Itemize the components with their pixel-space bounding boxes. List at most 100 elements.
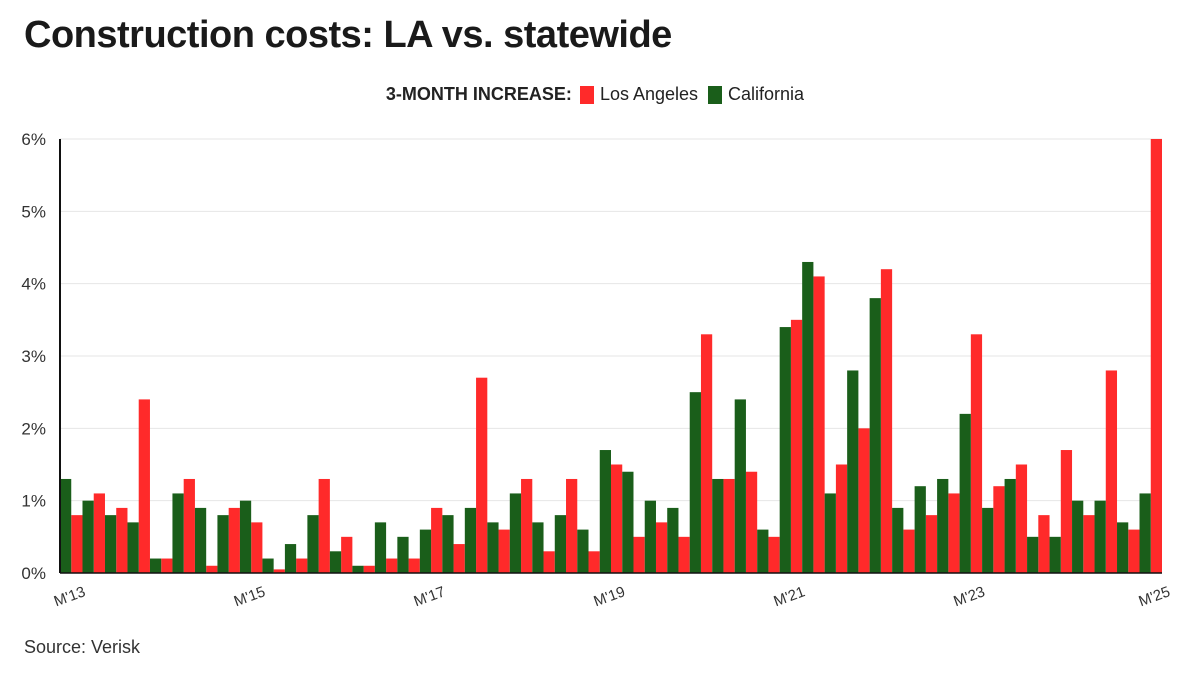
bar-california <box>1094 500 1106 573</box>
bar-los-angeles <box>1105 370 1118 573</box>
y-tick-label: 0% <box>21 564 46 583</box>
bar-los-angeles <box>678 536 690 573</box>
bar-los-angeles <box>161 558 173 573</box>
bar-los-angeles <box>183 478 195 573</box>
bar-los-angeles <box>408 558 420 573</box>
bar-los-angeles <box>296 558 308 573</box>
y-tick-label: 5% <box>21 202 46 221</box>
bar-california <box>1027 536 1039 573</box>
bar-los-angeles <box>790 319 803 573</box>
bar-california <box>869 298 881 573</box>
bar-los-angeles <box>138 399 150 573</box>
bar-los-angeles <box>1150 139 1162 573</box>
bar-los-angeles <box>903 529 915 573</box>
bar-los-angeles <box>700 334 713 573</box>
legend-item-california: California <box>708 84 804 105</box>
x-tick-label: M'15 <box>232 583 268 610</box>
chart-title: Construction costs: LA vs. statewide <box>24 14 672 56</box>
bar-california <box>509 493 522 573</box>
bar-california <box>712 478 724 573</box>
bar-los-angeles <box>588 551 600 573</box>
bar-los-angeles <box>858 428 870 573</box>
bar-los-angeles <box>655 522 668 573</box>
bar-california <box>644 500 656 573</box>
bar-california <box>329 551 342 573</box>
bar-los-angeles <box>116 507 128 573</box>
x-tick-label: M'21 <box>771 583 807 610</box>
bar-california <box>82 500 94 573</box>
bar-los-angeles <box>273 569 285 573</box>
bar-california <box>622 471 634 573</box>
bar-california <box>1049 536 1061 573</box>
bar-los-angeles <box>476 377 488 573</box>
bar-los-angeles <box>993 486 1005 573</box>
bar-california <box>689 392 701 573</box>
bar-los-angeles <box>543 551 555 573</box>
legend-label-california: California <box>728 84 805 104</box>
bar-los-angeles <box>611 464 623 573</box>
bar-california <box>194 507 207 573</box>
bar-los-angeles <box>633 536 645 573</box>
bar-california <box>307 515 319 573</box>
bar-los-angeles <box>93 493 105 573</box>
bar-california <box>419 529 432 573</box>
bar-california <box>127 522 139 573</box>
x-tick-label: M'13 <box>52 583 88 610</box>
bar-california <box>217 515 229 573</box>
bar-los-angeles <box>723 478 735 573</box>
bar-los-angeles <box>948 493 960 573</box>
bar-los-angeles <box>71 515 83 573</box>
legend: 3-MONTH INCREASE: Los Angeles California <box>0 84 1200 105</box>
bar-california <box>824 493 836 573</box>
bar-los-angeles <box>206 565 218 573</box>
bar-california <box>464 507 477 573</box>
bar-california <box>892 507 904 573</box>
bar-los-angeles <box>813 276 825 573</box>
bar-california <box>1004 478 1016 573</box>
bar-los-angeles <box>453 544 465 573</box>
bar-california <box>262 558 274 573</box>
bar-los-angeles <box>925 515 938 573</box>
bar-los-angeles <box>745 471 758 573</box>
bar-los-angeles <box>498 529 510 573</box>
bar-california <box>914 486 926 573</box>
bar-california <box>937 478 949 573</box>
bar-california <box>284 544 297 573</box>
bar-los-angeles <box>1083 515 1095 573</box>
bar-california <box>239 500 252 573</box>
x-tick-label: M'25 <box>1136 583 1172 610</box>
y-tick-label: 6% <box>21 130 46 149</box>
bar-california <box>352 565 364 573</box>
bar-los-angeles <box>251 522 263 573</box>
bar-california <box>779 327 791 573</box>
bar-california <box>554 515 567 573</box>
bar-california <box>577 529 589 573</box>
bar-los-angeles <box>228 507 240 573</box>
bar-california <box>60 478 72 573</box>
source-note: Source: Verisk <box>24 637 141 657</box>
bar-california <box>959 413 971 573</box>
bar-los-angeles <box>768 536 780 573</box>
bar-los-angeles <box>431 507 443 573</box>
bar-los-angeles <box>521 478 533 573</box>
x-tick-label: M'17 <box>412 583 448 610</box>
x-tick-label: M'19 <box>591 583 627 610</box>
bar-los-angeles <box>363 565 375 573</box>
bar-california <box>847 370 859 573</box>
bar-california <box>172 493 184 573</box>
bar-california <box>757 529 769 573</box>
bar-california <box>374 522 387 573</box>
bar-california <box>599 450 611 573</box>
bar-los-angeles <box>318 478 330 573</box>
legend-swatch-los-angeles <box>579 85 594 104</box>
bar-los-angeles <box>386 558 398 573</box>
bar-california <box>982 507 994 573</box>
y-tick-label: 1% <box>21 492 46 511</box>
bar-california <box>104 515 117 573</box>
bar-california <box>734 399 746 573</box>
bar-california <box>802 261 814 573</box>
bar-california <box>149 558 162 573</box>
bar-los-angeles <box>1038 515 1050 573</box>
bar-los-angeles <box>1060 450 1073 573</box>
